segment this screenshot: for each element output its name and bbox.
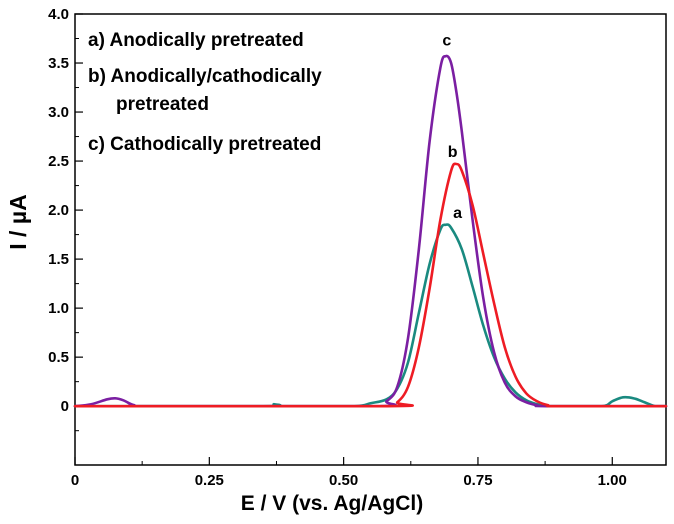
curve-label-c: c <box>442 32 451 49</box>
curve-label-a: a <box>453 205 462 222</box>
y-tick-label: 4.0 <box>48 6 69 23</box>
legend-entry-a: a) Anodically pretreated <box>88 30 304 51</box>
y-tick-label: 0 <box>61 398 69 415</box>
x-tick-label: 0 <box>71 472 79 489</box>
x-axis-title: E / V (vs. Ag/AgCl) <box>241 492 423 515</box>
y-axis-title: I / µA <box>5 194 31 249</box>
x-tick-label: 0.75 <box>463 472 492 489</box>
series-line-b <box>73 162 668 408</box>
x-tick-label: 0.50 <box>329 472 358 489</box>
x-tick-label: 1.00 <box>598 472 627 489</box>
y-tick-label: 1.5 <box>48 251 69 268</box>
legend-entry-b-continued: pretreated <box>116 94 209 115</box>
y-tick-label: 2.0 <box>48 202 69 219</box>
y-tick-label: 3.5 <box>48 55 69 72</box>
x-tick-label: 0.25 <box>195 472 224 489</box>
series-line-a <box>73 223 668 408</box>
y-tick-label: 2.5 <box>48 153 69 170</box>
curve-label-b: b <box>448 144 458 161</box>
legend-entry-c: c) Cathodically pretreated <box>88 134 321 155</box>
y-tick-label: 3.0 <box>48 104 69 121</box>
series-line-c <box>73 54 668 408</box>
plot-frame <box>74 13 667 466</box>
y-tick-label: 0.5 <box>48 349 69 366</box>
y-tick-label: 1.0 <box>48 300 69 317</box>
legend-entry-b: b) Anodically/cathodically <box>88 66 322 87</box>
